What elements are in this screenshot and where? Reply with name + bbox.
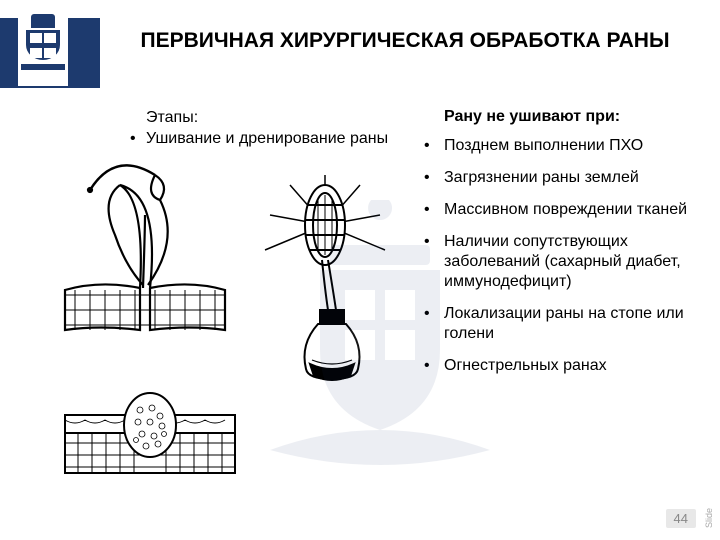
- stages-item-text: Ушивание и дренирование раны: [146, 129, 388, 150]
- bullet-dot: •: [424, 136, 444, 156]
- left-column: Этапы: • Ушивание и дренирование раны: [130, 108, 390, 150]
- university-crest: [18, 10, 68, 86]
- watermark-crest: [230, 200, 530, 500]
- slide-title: ПЕРВИЧНАЯ ХИРУРГИЧЕСКАЯ ОБРАБОТКА РАНЫ: [110, 28, 700, 54]
- bullet-dot: •: [424, 168, 444, 188]
- stages-heading: Этапы:: [146, 108, 390, 129]
- stages-item: • Ушивание и дренирование раны: [130, 129, 390, 150]
- list-item: • Загрязнении раны землей: [424, 168, 704, 188]
- bullet-dot: •: [130, 129, 146, 150]
- slide-number: 44: [666, 509, 696, 528]
- list-item-text: Позднем выполнении ПХО: [444, 136, 643, 156]
- right-heading: Рану не ушивают при:: [444, 108, 704, 126]
- list-item-text: Загрязнении раны землей: [444, 168, 639, 188]
- slide-label: Slide: [704, 508, 714, 528]
- list-item: • Позднем выполнении ПХО: [424, 136, 704, 156]
